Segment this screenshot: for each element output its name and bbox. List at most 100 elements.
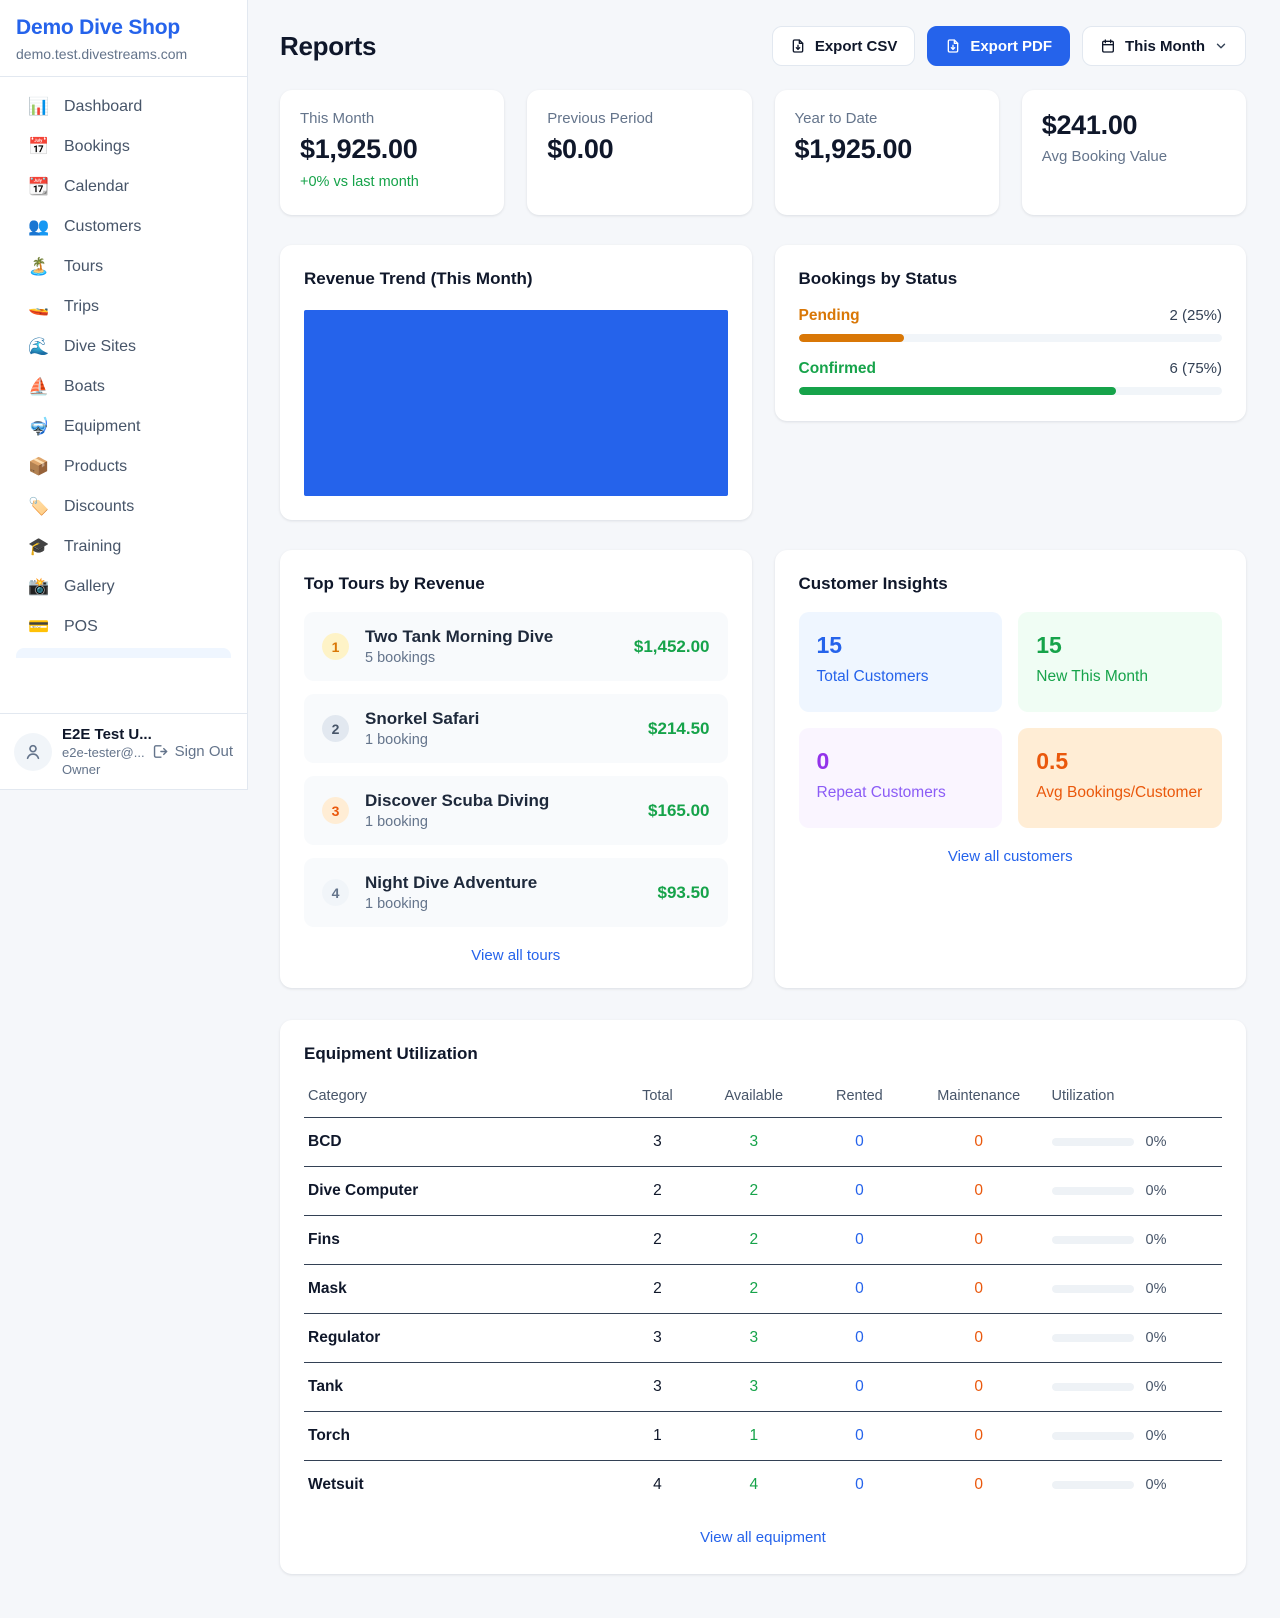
sign-out-label: Sign Out	[174, 743, 233, 760]
dashboard-icon: 📊	[28, 97, 50, 116]
sidebar-item-discounts[interactable]: 🏷️ Discounts	[12, 487, 235, 527]
insight-value: 15	[1036, 632, 1062, 658]
user-email: e2e-tester@...	[62, 745, 145, 760]
export-pdf-button[interactable]: Export PDF	[927, 26, 1071, 66]
stat-card-year-to-date: Year to Date $1,925.00	[774, 90, 999, 215]
cell-available: 1	[698, 1411, 809, 1461]
file-export-icon	[792, 39, 804, 53]
insight-value: 0	[816, 748, 830, 774]
cell-utilization: 0%	[1051, 1330, 1218, 1346]
sidebar-item-label: Equipment	[64, 418, 141, 435]
tour-list-item: 1 Two Tank Morning Dive 5 bookings $1,45…	[304, 612, 728, 681]
column-header-rented: Rented	[808, 1080, 910, 1118]
sidebar-item-calendar[interactable]: 📆 Calendar	[12, 167, 235, 207]
stat-value: $1,925.00	[300, 134, 418, 164]
sidebar-item-label: Dashboard	[64, 98, 143, 115]
sidebar-item-dive-sites[interactable]: 🌊 Dive Sites	[12, 327, 235, 367]
cell-total: 3	[616, 1117, 699, 1167]
brand-domain: demo.test.divestreams.com	[16, 46, 188, 62]
stat-delta: +0% vs last month	[300, 174, 419, 190]
column-header-available: Available	[698, 1080, 809, 1118]
cell-maintenance: 0	[909, 1117, 1048, 1167]
sidebar-item-gallery[interactable]: 📸 Gallery	[12, 567, 235, 607]
status-label-confirmed: Confirmed	[798, 360, 877, 377]
user-role: Owner	[62, 762, 101, 777]
rank-badge: 2	[322, 715, 349, 742]
sidebar-item-label: Gallery	[64, 578, 115, 595]
sidebar-nav: 📊 Dashboard 📅 Bookings 📆 Calendar 👥 Cust…	[0, 77, 247, 713]
export-csv-button[interactable]: Export CSV	[771, 26, 916, 66]
period-dropdown[interactable]: This Month	[1082, 26, 1246, 66]
diving-mask-icon: 🤿	[28, 417, 50, 436]
table-row: Tank 3 3 0 0 0%	[304, 1362, 1222, 1412]
cell-total: 4	[653, 1476, 662, 1493]
tour-list-item: 2 Snorkel Safari 1 booking $214.50	[304, 694, 728, 763]
cell-available: 3	[698, 1313, 809, 1363]
insight-tile-avg-bookings: 0.5 Avg Bookings/Customer	[1018, 728, 1222, 828]
sign-out-button[interactable]: Sign Out	[151, 743, 233, 760]
cell-utilization: 0%	[1051, 1183, 1218, 1199]
sidebar-user-footer: E2E Test U... e2e-tester@... Owner Sign …	[0, 713, 247, 789]
rank-badge: 3	[322, 797, 349, 824]
cell-maintenance: 0	[909, 1166, 1048, 1216]
table-row: BCD 3 3 0 0 0%	[304, 1117, 1222, 1167]
tour-revenue: $165.00	[648, 800, 710, 820]
cell-rented: 0	[808, 1264, 910, 1314]
page-title: Reports	[280, 30, 377, 61]
sidebar-header: Demo Dive Shop demo.test.divestreams.com	[0, 0, 247, 77]
revenue-trend-chart	[304, 310, 728, 496]
cell-rented: 0	[808, 1117, 910, 1167]
cell-available: 2	[698, 1264, 809, 1314]
view-all-tours-link[interactable]: View all tours	[471, 947, 561, 964]
insight-label: Repeat Customers	[816, 784, 946, 801]
sidebar-item-label: Trips	[64, 298, 99, 315]
status-row-pending: Pending 2 (25%)	[798, 307, 1222, 342]
graduation-cap-icon: 🎓	[28, 537, 50, 556]
sidebar-item-pos[interactable]: 💳 POS	[12, 607, 235, 647]
cell-rented: 0	[808, 1313, 910, 1363]
cell-total: 1	[616, 1411, 699, 1461]
insight-value: 0.5	[1036, 748, 1069, 774]
cell-category: BCD	[304, 1117, 617, 1167]
progress-fill-confirmed	[798, 387, 1117, 395]
insight-tile-new-this-month: 15 New This Month	[1018, 612, 1222, 712]
tour-bookings: 5 bookings	[365, 650, 436, 666]
sidebar-item-equipment[interactable]: 🤿 Equipment	[12, 407, 235, 447]
sidebar: Demo Dive Shop demo.test.divestreams.com…	[0, 0, 248, 790]
sidebar-item-bookings[interactable]: 📅 Bookings	[12, 127, 235, 167]
equipment-table: Category Total Available Rented Maintena…	[304, 1080, 1222, 1509]
table-row: Torch 1 1 0 0 0%	[304, 1411, 1222, 1461]
chevron-down-icon	[1216, 43, 1226, 49]
cell-category: Wetsuit	[308, 1476, 364, 1493]
status-label-pending: Pending	[798, 307, 860, 324]
sidebar-item-label: Bookings	[64, 138, 130, 155]
tour-name: Discover Scuba Diving	[365, 791, 550, 810]
cell-available: 3	[698, 1362, 809, 1412]
sidebar-item-dashboard[interactable]: 📊 Dashboard	[12, 87, 235, 127]
progress-track	[798, 387, 1222, 395]
view-all-equipment-link[interactable]: View all equipment	[700, 1529, 826, 1546]
sidebar-item-training[interactable]: 🎓 Training	[12, 527, 235, 567]
logout-icon	[153, 745, 167, 758]
cell-available: 2	[698, 1215, 809, 1265]
sidebar-item-reports-selected-partial[interactable]	[16, 648, 231, 658]
sidebar-item-label: Training	[64, 538, 122, 555]
view-all-customers-link[interactable]: View all customers	[947, 848, 1073, 865]
sidebar-item-tours[interactable]: 🏝️ Tours	[12, 247, 235, 287]
cell-available: 2	[698, 1166, 809, 1216]
insights-grid: 15 Total Customers 15 New This Month 0 R…	[798, 612, 1222, 828]
sidebar-item-label: Dive Sites	[64, 338, 137, 355]
cell-rented: 0	[855, 1476, 864, 1493]
cell-rented: 0	[808, 1215, 910, 1265]
sidebar-item-trips[interactable]: 🚤 Trips	[12, 287, 235, 327]
cell-maintenance: 0	[974, 1476, 984, 1493]
tour-bookings: 1 booking	[365, 814, 428, 830]
cell-total: 2	[616, 1166, 699, 1216]
package-icon: 📦	[28, 457, 50, 476]
main-content: Reports Export CSV Export PDF This Month	[248, 0, 1280, 1618]
stat-card-previous-period: Previous Period $0.00	[527, 90, 752, 215]
sidebar-item-label: Boats	[64, 378, 105, 395]
sidebar-item-boats[interactable]: ⛵ Boats	[12, 367, 235, 407]
sidebar-item-products[interactable]: 📦 Products	[12, 447, 235, 487]
sidebar-item-customers[interactable]: 👥 Customers	[12, 207, 235, 247]
